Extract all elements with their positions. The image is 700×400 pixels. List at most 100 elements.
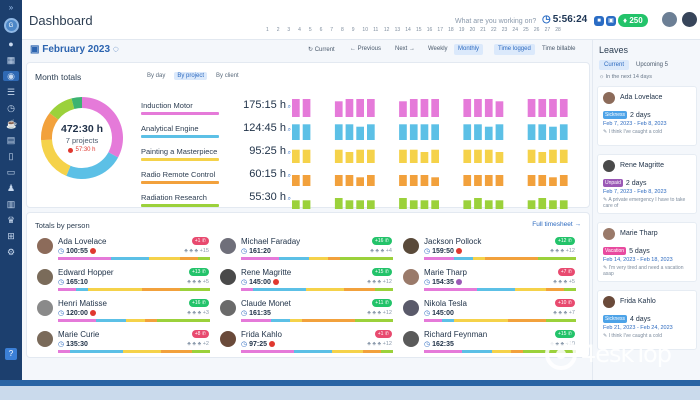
day-bar <box>302 124 311 140</box>
project-row[interactable]: Analytical Engine 124:45 h ⌕ <box>141 120 591 142</box>
leave-card[interactable]: Ada Lovelace Sickness 2 days Feb 7, 2023 - … <box>597 86 697 146</box>
person-time-value: 97:25 <box>249 340 268 348</box>
month-selector[interactable]: ▣ February 2023 ◌ <box>30 44 119 55</box>
building-icon[interactable]: ▦ <box>6 55 16 65</box>
clock-icon[interactable]: ◷ <box>7 103 15 113</box>
points-badge[interactable]: ♦ 250 <box>618 14 648 27</box>
tab-current-leaves[interactable]: Current <box>599 60 630 70</box>
day-bar <box>495 200 504 209</box>
day-bar <box>334 124 343 140</box>
monthly-toggle[interactable]: Monthly <box>454 44 484 55</box>
person-card[interactable]: Edward Hopper ◷ 165:10 +13 ✆ ♣ ♣ ♣ +5 <box>37 266 211 294</box>
leave-card[interactable]: Rene Magritte Unpaid 2 days Feb 7, 2023 - F… <box>597 154 697 214</box>
tab-upcoming-leaves[interactable]: Upcoming 5 <box>636 62 669 68</box>
avatar <box>603 228 615 240</box>
strip-segment <box>241 350 295 353</box>
day-bar <box>356 177 364 186</box>
avatar <box>37 269 53 285</box>
clock-icon: ◷ <box>542 14 551 25</box>
strip-segment <box>424 319 443 322</box>
person-card[interactable]: Michael Faraday ◷ 161:20 +16 ✆ ♣ ♣ ♣ +4 <box>220 235 394 263</box>
day-bar <box>399 198 407 209</box>
day-number: 27 <box>544 27 551 33</box>
person-card[interactable]: Nikola Tesla ◷ 145:00 +10 ✆ ♣ ♣ ♣ +7 <box>403 297 577 325</box>
project-total-value: 124:45 h <box>243 122 286 134</box>
leave-person: Ada Lovelace <box>620 94 663 101</box>
time-billable-toggle[interactable]: Time billable <box>542 46 576 52</box>
day-bar <box>549 200 557 209</box>
leave-card[interactable]: Marie Tharp Vacation 5 days Feb 14, 2023 - … <box>597 222 697 282</box>
project-row[interactable]: Induction Motor 175:15 h ⌕ <box>141 97 591 119</box>
document-icon[interactable]: ▯ <box>8 151 14 161</box>
chart-icon[interactable]: ▥ <box>6 199 16 209</box>
trophy-icon[interactable]: ♛ <box>6 215 16 225</box>
person-card[interactable]: Marie Tharp ◷ 154:35 +7 ✆ ♣ ♣ ♣ +5 <box>403 266 577 294</box>
person-card[interactable]: Marie Curie ◷ 135:30 +8 ✆ ♣ ♣ ♣ +2 <box>37 328 211 356</box>
leave-type-row: Unpaid 2 days <box>603 179 646 187</box>
project-bars <box>292 149 568 163</box>
day-bar <box>399 101 407 117</box>
stop-icon[interactable]: ■ <box>594 16 604 26</box>
running-timer[interactable]: ◷ 5:56:24 <box>542 14 587 25</box>
day-bar <box>302 149 311 163</box>
leave-card[interactable]: Frida Kahlo Sickness 4 days Feb 21, 2023 - … <box>597 290 697 350</box>
full-timesheet-link[interactable]: Full timesheet → <box>532 221 581 228</box>
achievement-icons: ♣ ♣ ♣ +12 <box>550 248 575 254</box>
strip-segment <box>58 319 96 322</box>
next-button[interactable]: Next → <box>395 46 416 52</box>
team-icon[interactable]: ♟ <box>6 183 16 193</box>
tab-by-project[interactable]: By project <box>174 72 208 80</box>
coffee-icon[interactable]: ☕ <box>6 119 18 129</box>
person-card[interactable]: Ada Lovelace ◷ 100:55 +1 ✆ ♣ ♣ ♣ +15 <box>37 235 211 263</box>
time-logged-toggle[interactable]: Time logged <box>494 44 535 55</box>
report-icon[interactable]: ▤ <box>6 135 16 145</box>
settings-icon[interactable]: ⚙ <box>6 247 16 257</box>
project-color-bar <box>141 181 219 184</box>
project-row[interactable]: Painting a Masterpiece 95:25 h ⌕ <box>141 143 591 165</box>
project-row[interactable]: Radiation Research 55:30 h ⌕ <box>141 189 591 211</box>
current-button[interactable]: ↻ Current <box>308 47 335 53</box>
profile-icon[interactable]: ● <box>8 39 14 49</box>
timesheet-icon[interactable]: ☰ <box>6 87 16 97</box>
day-bar <box>431 149 439 163</box>
person-card[interactable]: Claude Monet ◷ 161:35 +11 ✆ ♣ ♣ ♣ +12 <box>220 297 394 325</box>
top-bar: Dashboard What are you working on? ◷ 5:5… <box>22 0 700 40</box>
weekly-toggle[interactable]: Weekly <box>428 46 448 52</box>
donut-slice <box>71 97 82 110</box>
user-avatar[interactable]: G <box>3 18 19 33</box>
day-bar <box>292 124 300 140</box>
person-card[interactable]: Rene Magritte ◷ 145:00 +15 ✆ ♣ ♣ ♣ +12 <box>220 266 394 294</box>
invoice-icon[interactable]: ▭ <box>6 167 16 177</box>
leave-note-text: I'm very tired and need a vacation asap <box>603 265 684 277</box>
leave-dates: Feb 21, 2023 - Feb 24, 2023 <box>603 325 673 331</box>
strip-segment <box>271 319 290 322</box>
achievement-count: +3 <box>202 310 209 316</box>
day-bar <box>495 175 504 186</box>
person-card[interactable]: Frida Kahlo ◷ 97:25 +1 ✆ ♣ ♣ ♣ +12 <box>220 328 394 356</box>
profile-avatar[interactable] <box>662 12 677 27</box>
tab-by-client[interactable]: By client <box>216 73 239 79</box>
person-name: Frida Kahlo <box>241 330 282 339</box>
tab-by-day[interactable]: By day <box>147 73 166 79</box>
strip-segment <box>507 319 546 322</box>
day-number: 12 <box>383 27 390 33</box>
day-bar <box>484 175 493 186</box>
task-input[interactable]: What are you working on? <box>455 18 537 25</box>
previous-button[interactable]: ← Previous <box>350 46 382 52</box>
dashboard-icon[interactable]: ◉ <box>3 71 19 81</box>
apps-icon[interactable]: ⊞ <box>7 231 15 241</box>
help-icon[interactable]: ? <box>5 348 17 360</box>
leave-note-text: A private emergency I have to take care … <box>603 197 686 209</box>
project-row[interactable]: Radio Remote Control 60:15 h ⌕ <box>141 166 591 188</box>
strip-segment <box>191 350 210 353</box>
account-avatar[interactable] <box>682 12 697 27</box>
points-value: 250 <box>629 16 643 25</box>
calendar-icon[interactable]: ▣ <box>606 16 616 26</box>
person-card[interactable]: Jackson Pollock ◷ 159:50 +12 ✆ ♣ ♣ ♣ +12 <box>403 235 577 263</box>
strip-segment <box>332 350 363 353</box>
project-total: 55:30 h ⌕ <box>249 191 291 203</box>
strip-segment <box>380 350 393 353</box>
leave-days: 2 days <box>625 179 647 187</box>
expand-icon[interactable]: » <box>8 3 14 12</box>
person-card[interactable]: Henri Matisse ◷ 120:00 +16 ✆ ♣ ♣ ♣ +3 <box>37 297 211 325</box>
